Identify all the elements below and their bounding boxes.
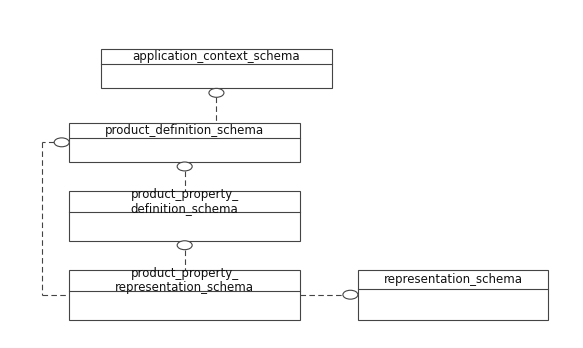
Text: representation_schema: representation_schema: [115, 280, 254, 294]
Circle shape: [54, 138, 69, 147]
Text: product_property_: product_property_: [131, 267, 238, 280]
Bar: [69, 191, 300, 241]
Circle shape: [177, 241, 192, 250]
Text: definition_schema: definition_schema: [131, 202, 238, 215]
Text: product_property_: product_property_: [131, 188, 238, 201]
Text: application_context_schema: application_context_schema: [132, 50, 300, 63]
Circle shape: [177, 162, 192, 171]
Bar: [69, 270, 300, 319]
Bar: [358, 270, 549, 319]
Bar: [101, 49, 332, 88]
Text: representation_schema: representation_schema: [384, 273, 523, 286]
Circle shape: [209, 88, 224, 97]
Text: product_definition_schema: product_definition_schema: [105, 124, 264, 137]
Bar: [69, 122, 300, 162]
Circle shape: [343, 290, 358, 299]
